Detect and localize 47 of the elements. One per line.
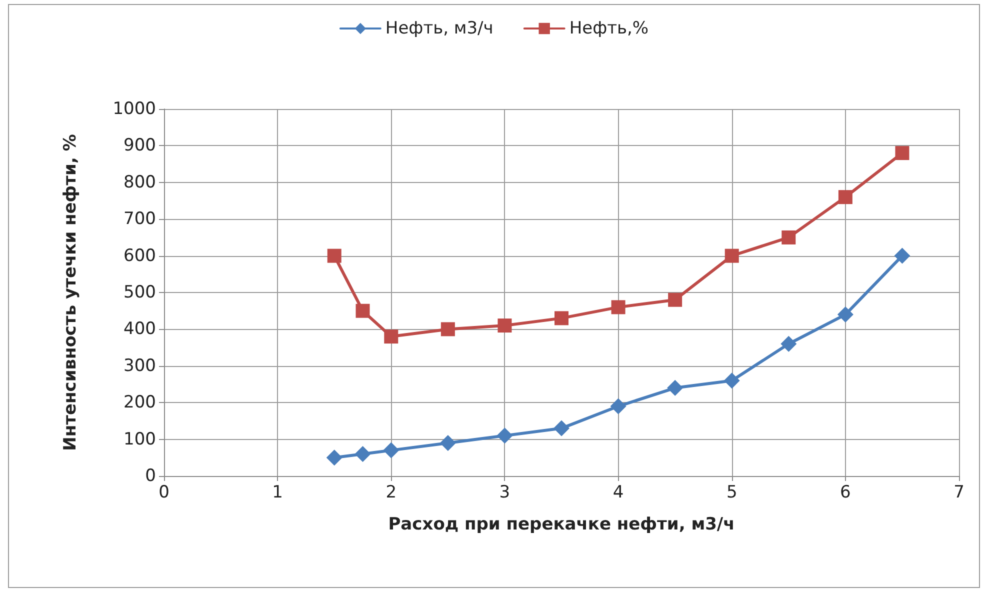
point: [780, 336, 797, 352]
point: [610, 398, 626, 414]
point: [554, 420, 570, 436]
point: [838, 190, 852, 204]
point: [895, 146, 910, 160]
y-tick-label: 500: [124, 282, 156, 302]
x-tick-label: 3: [499, 482, 510, 502]
point: [668, 292, 682, 307]
x-tick-label: 0: [158, 482, 170, 502]
point: [383, 442, 400, 458]
x-tick-label: 5: [726, 482, 738, 502]
y-tick-label: 900: [124, 136, 156, 156]
y-tick-label: 200: [124, 392, 156, 413]
y-tick-label: 1000: [112, 99, 156, 119]
point: [724, 248, 739, 263]
x-tick-label: 6: [840, 482, 851, 502]
point: [356, 304, 370, 318]
point: [384, 330, 398, 344]
point: [440, 322, 455, 336]
point: [837, 306, 854, 323]
x-tick-label: 2: [386, 482, 397, 502]
y-tick-label: 300: [124, 356, 156, 376]
x-tick-label: 4: [612, 482, 624, 502]
point: [498, 318, 512, 333]
point: [724, 372, 740, 389]
point: [554, 311, 568, 326]
x-tick-label: 7: [954, 482, 964, 502]
point: [326, 450, 342, 466]
point: [611, 300, 626, 314]
point: [354, 446, 371, 462]
y-tick-label: 600: [124, 246, 156, 266]
y-tick-label: 800: [124, 172, 156, 192]
point: [782, 230, 796, 244]
point: [894, 248, 910, 264]
point: [496, 428, 513, 444]
x-axis-title: Расход при перекачке нефти, м3/ч: [388, 514, 735, 534]
legend-label: Нефть, м3/ч: [385, 18, 494, 38]
y-tick-label: 400: [124, 319, 156, 340]
point: [667, 380, 684, 396]
y-tick-label: 100: [124, 429, 156, 450]
x-tick-label: 1: [272, 482, 283, 502]
point: [440, 434, 456, 451]
legend-label: Нефть,%: [569, 18, 649, 38]
y-axis-title: Интенсивность утечки нефти, %: [60, 134, 80, 451]
point: [327, 248, 342, 263]
y-tick-label: 0: [145, 466, 156, 486]
y-tick-label: 700: [124, 209, 156, 230]
